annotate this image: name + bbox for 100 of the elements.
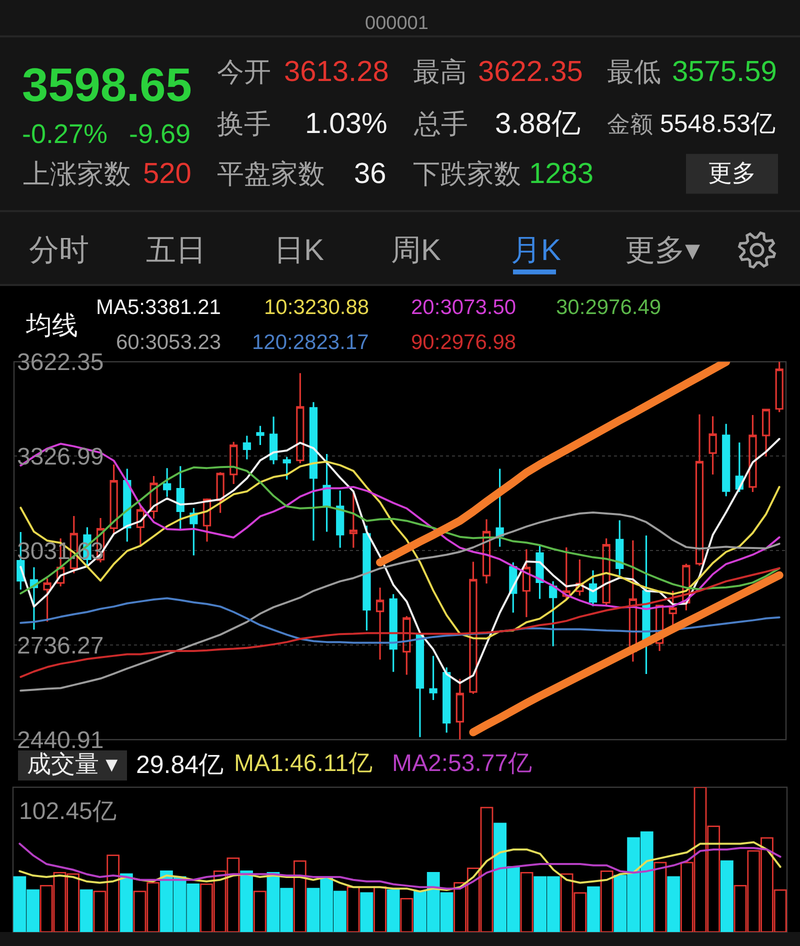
text: 10:3230.88 — [264, 296, 370, 319]
candlestick — [163, 467, 172, 498]
candlestick — [456, 678, 464, 740]
text: 3622.35 — [478, 56, 583, 88]
candlestick — [376, 586, 384, 660]
candlestick — [682, 562, 690, 612]
text: 今开 — [217, 57, 271, 87]
candlestick — [256, 425, 264, 446]
candlestick — [429, 655, 438, 701]
bar — [120, 873, 133, 932]
text: 总手 — [413, 109, 468, 139]
candlestick — [616, 519, 624, 576]
candlestick — [309, 401, 318, 542]
text: 下跌家数 — [413, 159, 521, 189]
candlestick — [362, 524, 371, 632]
text: 90:2976.98 — [411, 331, 516, 354]
candlestick — [176, 465, 184, 530]
text: 更多▾ — [625, 234, 700, 267]
bar — [80, 889, 93, 932]
candlestick — [322, 453, 331, 533]
candlestick — [602, 538, 610, 608]
candlestick — [110, 464, 118, 534]
candlestick — [549, 580, 558, 648]
text: 120:2823.17 — [252, 331, 369, 354]
text: 30:2976.49 — [556, 296, 662, 319]
candlestick — [628, 540, 637, 662]
text: MA1:46.11亿 — [234, 750, 372, 777]
candlestick — [269, 416, 278, 466]
candlestick — [216, 471, 224, 514]
candlestick — [668, 590, 677, 627]
candlestick — [762, 408, 770, 458]
text: 3.88亿 — [495, 108, 580, 140]
candlestick — [562, 546, 570, 600]
bar — [587, 886, 600, 932]
text: 换手 — [217, 109, 271, 139]
candlestick — [416, 632, 424, 738]
text: 更多 — [708, 160, 756, 187]
bar — [360, 892, 374, 932]
line-series — [20, 466, 780, 594]
text: 最低 — [607, 57, 661, 87]
candlestick — [402, 615, 411, 676]
candlestick — [336, 490, 344, 549]
candlestick — [30, 566, 38, 630]
bar — [720, 860, 734, 932]
candlestick — [349, 490, 358, 549]
text: 5548.53亿 — [660, 110, 776, 138]
text: 均线 — [25, 310, 78, 340]
text: MA5:3381.21 — [96, 296, 221, 319]
text: 60:3053.23 — [116, 331, 222, 354]
candlestick — [522, 548, 531, 618]
text: 3598.65 — [22, 58, 192, 111]
candlestick — [442, 666, 451, 734]
text: 成交量 ▾ — [27, 751, 118, 778]
text: 平盘家数 — [217, 159, 325, 189]
text: 上涨家数 — [23, 159, 131, 189]
candlestick — [576, 558, 584, 596]
text: 分时 — [29, 234, 89, 267]
candlestick — [43, 578, 52, 622]
text: 周K — [391, 234, 442, 267]
text: 金额 — [607, 111, 653, 137]
candlestick — [389, 593, 398, 673]
candlestick — [695, 414, 704, 566]
text: 000001 — [365, 13, 428, 34]
y-tick-label: 3622.35 — [17, 349, 104, 376]
text: 最高 — [413, 57, 467, 87]
candlestick — [242, 434, 251, 460]
candlestick — [722, 423, 730, 498]
text: 3575.59 — [672, 56, 777, 88]
text: -9.69 — [129, 119, 191, 149]
line-series — [20, 512, 780, 692]
text: 520 — [143, 158, 192, 190]
candlestick — [775, 362, 784, 413]
y-tick-label: 2736.27 — [17, 632, 104, 660]
line-series — [20, 438, 780, 684]
candlestick — [202, 498, 212, 542]
candlestick — [496, 468, 504, 548]
text: -0.27% — [22, 119, 108, 149]
candlestick — [282, 456, 291, 480]
candlestick — [469, 560, 478, 695]
text: 3613.28 — [284, 56, 389, 88]
text: 29.84亿 — [136, 751, 224, 779]
text: 月K — [511, 234, 562, 267]
bar — [386, 889, 400, 932]
text: 36 — [354, 158, 386, 190]
text: MA2:53.77亿 — [392, 750, 532, 777]
candlestick — [296, 372, 304, 464]
bar — [667, 876, 680, 932]
line-series — [20, 442, 780, 610]
text: 1283 — [529, 158, 594, 190]
line-series — [20, 567, 780, 678]
bar — [240, 870, 253, 932]
candlestick — [136, 504, 145, 548]
candlestick — [150, 475, 158, 520]
candlestick — [230, 441, 238, 485]
candlestick — [708, 415, 717, 476]
text: 1.03% — [305, 108, 388, 140]
text: 五日 — [146, 234, 206, 267]
text: 日K — [274, 234, 324, 267]
annotation: 102.45亿 — [19, 798, 116, 825]
candlestick — [482, 518, 491, 584]
